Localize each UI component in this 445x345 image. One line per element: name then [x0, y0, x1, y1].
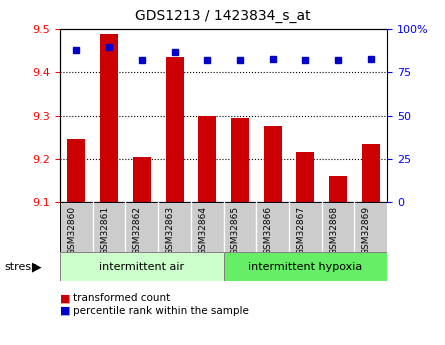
Text: transformed count: transformed count — [73, 294, 171, 303]
Text: ■: ■ — [60, 306, 71, 315]
Text: GSM32866: GSM32866 — [264, 206, 273, 255]
Text: GSM32865: GSM32865 — [231, 206, 240, 255]
Text: GSM32862: GSM32862 — [133, 206, 142, 255]
Text: GSM32863: GSM32863 — [166, 206, 174, 255]
Text: GSM32869: GSM32869 — [362, 206, 371, 255]
Text: ■: ■ — [60, 294, 71, 303]
Text: ▶: ▶ — [32, 260, 42, 273]
Text: GSM32864: GSM32864 — [198, 206, 207, 255]
Bar — [264, 126, 282, 202]
Text: GSM32860: GSM32860 — [68, 206, 77, 255]
Bar — [60, 252, 224, 281]
Text: GDS1213 / 1423834_s_at: GDS1213 / 1423834_s_at — [135, 9, 310, 23]
Text: intermittent air: intermittent air — [99, 262, 184, 272]
Bar — [362, 144, 380, 202]
Bar — [68, 139, 85, 202]
Text: intermittent hypoxia: intermittent hypoxia — [248, 262, 363, 272]
Bar — [224, 252, 387, 281]
Bar — [198, 116, 216, 202]
Bar — [133, 157, 151, 202]
Bar — [296, 152, 314, 202]
Bar — [329, 176, 347, 202]
Text: GSM32867: GSM32867 — [296, 206, 305, 255]
Text: GSM32861: GSM32861 — [100, 206, 109, 255]
Bar — [231, 118, 249, 202]
Bar — [166, 57, 183, 202]
Bar — [100, 33, 118, 202]
Text: GSM32868: GSM32868 — [329, 206, 338, 255]
Text: stress: stress — [4, 262, 37, 272]
Text: percentile rank within the sample: percentile rank within the sample — [73, 306, 249, 315]
